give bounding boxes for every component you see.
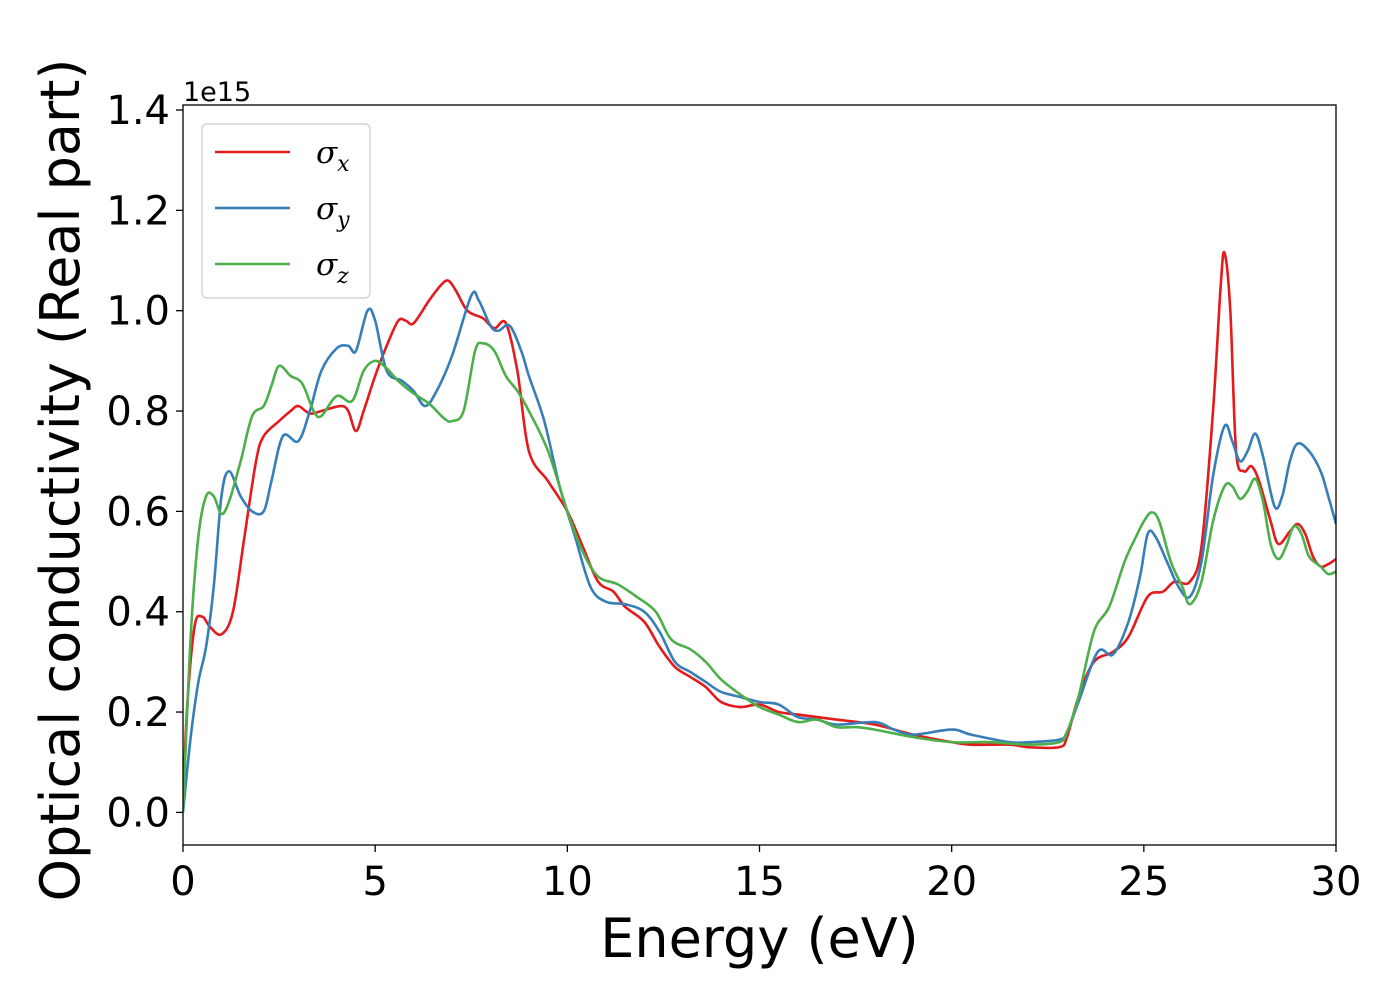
y-tick-label: 1.4 <box>106 88 170 134</box>
y-tick-label: 0.8 <box>106 389 170 435</box>
x-tick-label: 25 <box>1118 859 1169 905</box>
y-tick-label: 0.0 <box>106 790 170 836</box>
y-axis-ticks: 0.0 0.2 0.4 0.6 0.8 1.0 1.2 1.4 <box>106 88 183 836</box>
x-tick-label: 15 <box>734 859 785 905</box>
series-line-z <box>183 341 1336 813</box>
y-tick-label: 1.0 <box>106 289 170 335</box>
y-tick-label: 0.6 <box>106 489 170 535</box>
y-tick-label: 0.4 <box>106 590 170 636</box>
x-axis-ticks: 0 5 10 15 20 25 30 <box>170 845 1361 905</box>
x-tick-label: 10 <box>542 859 593 905</box>
y-axis-offset-text: 1e15 <box>183 77 251 108</box>
x-tick-label: 5 <box>362 859 387 905</box>
y-tick-label: 0.2 <box>106 690 170 736</box>
y-tick-label: 1.2 <box>106 188 170 234</box>
y-axis-title: Optical conductivity (Real part) <box>29 59 92 902</box>
x-axis-title: Energy (eV) <box>600 907 919 970</box>
legend-box <box>201 123 371 299</box>
x-tick-label: 0 <box>170 859 195 905</box>
series-line-x <box>183 250 1336 813</box>
legend-subscript: z <box>336 264 349 289</box>
x-tick-label: 30 <box>1311 859 1362 905</box>
legend-subscript: y <box>336 208 350 233</box>
x-tick-label: 20 <box>926 859 977 905</box>
series-line-y <box>183 290 1336 813</box>
plot-lines <box>183 250 1336 813</box>
legend-subscript: x <box>337 152 350 177</box>
